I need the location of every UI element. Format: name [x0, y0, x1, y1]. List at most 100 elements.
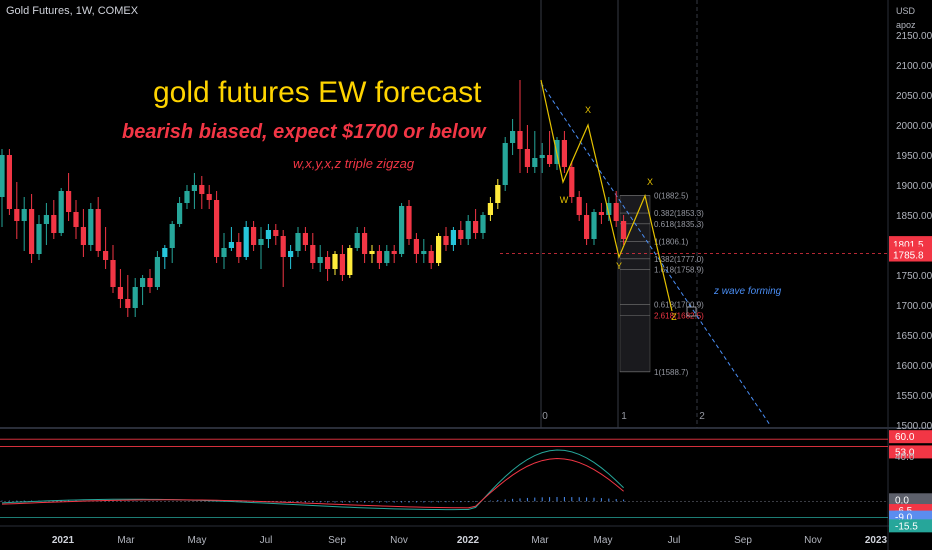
- candle-body: [569, 167, 575, 197]
- candle-body: [391, 251, 397, 254]
- fib-label: 0.618(1700.9): [654, 300, 704, 309]
- pattern-annotation: w,x,y,x,z triple zigzag: [293, 156, 415, 171]
- y-tick-label: 1750.00: [896, 271, 932, 282]
- y-tick-label: 1950.00: [896, 151, 932, 162]
- candle-body: [110, 260, 116, 287]
- y-tick-label: 2050.00: [896, 91, 932, 102]
- candle-body: [214, 200, 220, 257]
- candle-body: [362, 233, 368, 254]
- candle-body: [0, 155, 5, 197]
- candle-body: [43, 215, 49, 224]
- axis-sub: apoz: [896, 20, 916, 30]
- candle-body: [199, 185, 205, 194]
- candle-body: [273, 230, 279, 236]
- candle-body: [495, 185, 501, 203]
- candle-body: [103, 251, 109, 260]
- candle-body: [132, 287, 138, 308]
- osc-value-label: -15.5: [895, 521, 918, 532]
- osc-value-label: 40.0: [895, 452, 915, 463]
- fib-label: 0.382(1853.3): [654, 209, 704, 218]
- candle-body: [265, 230, 271, 239]
- candle-body: [443, 236, 449, 245]
- wave-label: Z: [671, 312, 677, 322]
- candle-body: [140, 278, 146, 287]
- candle-body: [332, 254, 338, 269]
- candle-body: [117, 287, 123, 299]
- count-label: 2: [699, 411, 705, 422]
- y-tick-label: 2000.00: [896, 121, 932, 132]
- osc-value-tag: [889, 493, 932, 507]
- y-tick-label: 2150.00: [896, 31, 932, 42]
- candle-body: [95, 209, 101, 251]
- candle-body: [473, 221, 479, 233]
- candle-body: [532, 158, 538, 167]
- z-marker: [686, 306, 697, 317]
- osc-value-tag: [889, 445, 932, 459]
- candle-body: [524, 149, 530, 167]
- candle-body: [302, 233, 308, 245]
- candle-body: [539, 155, 545, 158]
- osc-value-label: 53.0: [895, 447, 915, 458]
- x-tick-label: Nov: [390, 535, 408, 546]
- candle-body: [450, 230, 456, 245]
- candle-body: [561, 140, 567, 167]
- candle-body: [29, 209, 35, 254]
- count-label: 1: [621, 411, 627, 422]
- forecast-title: gold futures EW forecast: [153, 76, 482, 109]
- candle-body: [413, 239, 419, 254]
- candle-body: [66, 191, 72, 212]
- candle-body: [6, 155, 12, 209]
- candle-body: [295, 233, 301, 251]
- candle-body: [251, 227, 257, 245]
- candle-body: [598, 212, 604, 215]
- candle-body: [480, 215, 486, 233]
- candle-body: [184, 191, 190, 203]
- candle-body: [310, 245, 316, 263]
- wave-label: X: [647, 177, 653, 187]
- candle-body: [169, 224, 175, 248]
- fib-label: 0.618(1835.3): [654, 220, 704, 229]
- candle-body: [73, 212, 79, 227]
- candle-body: [591, 212, 597, 239]
- candle-body: [576, 197, 582, 215]
- x-tick-label: Sep: [328, 535, 346, 546]
- candle-body: [428, 251, 434, 263]
- osc-value-label: -9.0: [895, 513, 913, 524]
- candle-body: [376, 251, 382, 263]
- fib-label: 1.618(1758.9): [654, 266, 704, 275]
- candle-body: [354, 233, 360, 248]
- x-tick-label: Jul: [260, 535, 273, 546]
- candle-body: [436, 236, 442, 263]
- x-tick-label: May: [594, 535, 613, 546]
- candle-body: [58, 191, 64, 233]
- y-tick-label: 1500.00: [896, 421, 932, 432]
- wave-label: W: [560, 195, 569, 205]
- wave-path: [540, 79, 673, 312]
- count-label: 0: [542, 411, 548, 422]
- y-tick-label: 1550.00: [896, 391, 932, 402]
- osc-value-label: 60.0: [895, 432, 915, 443]
- x-tick-label: Sep: [734, 535, 752, 546]
- candle-body: [458, 230, 464, 239]
- osc-value-tag: [889, 519, 932, 533]
- fib-box: [619, 195, 651, 373]
- y-tick-label: 1650.00: [896, 331, 932, 342]
- wave-label: Y: [616, 261, 622, 271]
- candle-body: [236, 242, 242, 257]
- candle-body: [177, 203, 183, 224]
- axis-currency: USD: [896, 6, 916, 16]
- candle-body: [288, 251, 294, 257]
- candle-body: [421, 251, 427, 254]
- trendline: [540, 82, 771, 426]
- candle-body: [51, 215, 57, 233]
- y-tick-label: 1900.00: [896, 181, 932, 192]
- x-tick-label: Mar: [531, 535, 549, 546]
- candle-body: [147, 278, 153, 287]
- fib-label: 2.618(1682.5): [654, 312, 704, 321]
- candle-body: [487, 203, 493, 215]
- x-tick-label: 2021: [52, 535, 75, 546]
- candle-body: [88, 209, 94, 245]
- candle-body: [347, 248, 353, 275]
